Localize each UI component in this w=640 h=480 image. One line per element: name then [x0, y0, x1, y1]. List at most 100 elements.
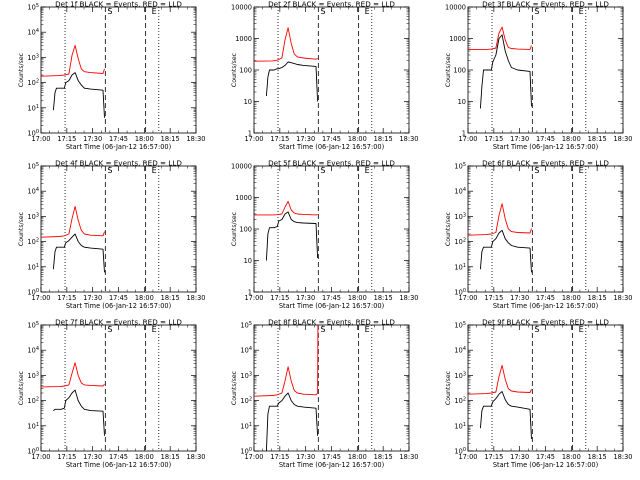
x-tick-label: 18:00 [562, 453, 581, 461]
y-tick-label: 101 [27, 104, 39, 113]
axes-frame [253, 165, 410, 293]
series-events-line [265, 211, 319, 261]
x-tick-label: 18:30 [399, 294, 418, 302]
y-tick-label: 104 [27, 346, 39, 355]
y-tick-label: 103 [240, 371, 252, 380]
y-tick-label: 1000 [449, 35, 466, 43]
x-tick-label: 17:15 [484, 453, 503, 461]
x-tick-label: 17:45 [536, 453, 555, 461]
x-tick-label: 18:00 [348, 453, 367, 461]
marker-e: E [579, 7, 584, 16]
y-tick-label: 1 [462, 130, 466, 138]
y-axis-label: Counts/sec [231, 370, 238, 405]
x-tick-label: 17:30 [510, 294, 529, 302]
axes-frame [40, 165, 197, 293]
series-events-line [479, 229, 532, 273]
y-tick-label: 105 [27, 321, 39, 330]
x-tick-label: 17:00 [31, 294, 50, 302]
marker-s: S [534, 7, 539, 16]
panel-title: Det 1f BLACK = Events, RED = LLD [55, 0, 182, 9]
y-tick-label: 1000 [235, 194, 252, 202]
x-tick-label: 17:30 [510, 453, 529, 461]
x-tick-label: 17:30 [296, 453, 315, 461]
y-tick-label: 10000 [231, 4, 252, 12]
panel-title: Det 4f BLACK = Events, RED = LLD [55, 159, 182, 168]
y-tick-label: 104 [27, 187, 39, 196]
x-tick-label: 18:30 [186, 294, 205, 302]
panel-title: Det 5f BLACK = Events, RED = LLD [268, 159, 395, 168]
y-tick-label: 101 [240, 422, 252, 431]
y-tick-label: 100 [454, 288, 466, 297]
marker-s: S [107, 325, 112, 334]
panel-title: Det 6f BLACK = Events, RED = LLD [482, 159, 609, 168]
axes-frame [467, 324, 624, 452]
x-tick-label: 18:00 [562, 294, 581, 302]
x-axis-label: Start Time (06-Jan-12 16:57:00) [279, 461, 384, 469]
y-tick-label: 105 [27, 162, 39, 171]
x-tick-label: 17:15 [270, 135, 289, 143]
y-axis-label: Counts/sec [445, 52, 452, 87]
y-tick-label: 100 [27, 447, 39, 456]
marker-e: E [152, 166, 157, 175]
x-tick-label: 18:15 [161, 294, 180, 302]
series-lld-line [253, 27, 318, 62]
x-axis-label: Start Time (06-Jan-12 16:57:00) [279, 302, 384, 310]
x-tick-label: 18:00 [135, 294, 154, 302]
y-tick-label: 103 [27, 53, 39, 62]
y-tick-label: 100 [454, 447, 466, 456]
series-events-line [53, 389, 105, 436]
y-axis-label: Counts/sec [231, 211, 238, 246]
series-events-line [479, 34, 532, 109]
y-tick-label: 104 [27, 28, 39, 37]
panel-title: Det 3f BLACK = Events, RED = LLD [482, 0, 609, 9]
y-tick-label: 10 [458, 98, 466, 106]
x-tick-label: 18:00 [348, 135, 367, 143]
x-tick-label: 17:45 [109, 453, 128, 461]
x-tick-label: 18:00 [135, 135, 154, 143]
x-tick-label: 18:15 [374, 135, 393, 143]
series-lld-line [40, 205, 105, 238]
x-tick-label: 17:15 [270, 453, 289, 461]
y-tick-label: 100 [453, 67, 466, 75]
x-tick-label: 17:45 [322, 135, 341, 143]
x-tick-label: 17:45 [536, 294, 555, 302]
marker-e: E [365, 166, 370, 175]
x-tick-label: 17:45 [536, 135, 555, 143]
x-axis-label: Start Time (06-Jan-12 16:57:00) [493, 302, 598, 310]
y-tick-label: 105 [454, 162, 466, 171]
x-tick-label: 17:45 [322, 294, 341, 302]
axes-frame [40, 324, 197, 452]
x-tick-label: 18:15 [374, 453, 393, 461]
y-tick-label: 10000 [231, 163, 252, 171]
panel-title: Det 7f BLACK = Events, RED = LLD [55, 318, 182, 327]
x-tick-label: 17:45 [109, 294, 128, 302]
marker-s: S [320, 7, 325, 16]
x-tick-label: 17:00 [458, 453, 477, 461]
series-lld-line [468, 26, 532, 50]
series-lld-line [467, 203, 532, 236]
panel-det-4: Det 4f BLACK = Events, RED = LLD 100 101 10… [18, 159, 206, 311]
y-tick-label: 103 [27, 371, 39, 380]
x-tick-label: 18:30 [613, 135, 632, 143]
marker-s: S [534, 325, 539, 334]
y-tick-label: 100 [240, 447, 252, 456]
marker-s: S [320, 325, 325, 334]
y-tick-label: 103 [454, 371, 466, 380]
y-tick-label: 102 [27, 79, 39, 88]
x-tick-label: 18:15 [374, 294, 393, 302]
x-tick-label: 17:00 [458, 135, 477, 143]
panel-title: Det 8f BLACK = Events, RED = LLD [268, 318, 395, 327]
series-lld-line [40, 44, 105, 77]
panel-det-9: Det 9f BLACK = Events, RED = LLD 100 101 10… [445, 318, 633, 470]
panel-title: Det 9f BLACK = Events, RED = LLD [482, 318, 609, 327]
series-lld-line [254, 200, 318, 216]
x-tick-label: 17:15 [270, 294, 289, 302]
x-axis-label: Start Time (06-Jan-12 16:57:00) [279, 143, 384, 151]
y-tick-label: 10000 [445, 4, 466, 12]
x-tick-label: 17:15 [484, 294, 503, 302]
x-tick-label: 17:45 [109, 135, 128, 143]
y-tick-label: 105 [454, 321, 466, 330]
y-tick-label: 102 [27, 238, 39, 247]
y-tick-label: 103 [27, 212, 39, 221]
